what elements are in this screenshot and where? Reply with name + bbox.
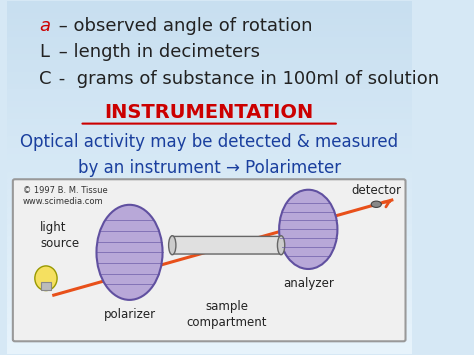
Bar bbox=[7, 236, 411, 242]
Text: analyzer: analyzer bbox=[283, 277, 334, 290]
Bar bbox=[7, 160, 411, 166]
Bar bbox=[7, 348, 411, 354]
Text: L: L bbox=[39, 43, 49, 61]
Text: light
source: light source bbox=[40, 221, 79, 250]
Bar bbox=[7, 184, 411, 189]
FancyBboxPatch shape bbox=[13, 179, 406, 341]
Bar bbox=[7, 54, 411, 60]
Bar bbox=[7, 31, 411, 37]
Bar bbox=[7, 101, 411, 107]
Bar bbox=[7, 154, 411, 160]
Bar bbox=[7, 219, 411, 224]
Ellipse shape bbox=[279, 190, 337, 269]
Text: polarizer: polarizer bbox=[103, 308, 155, 321]
Bar bbox=[7, 277, 411, 283]
Text: -  grams of substance in 100ml of solution: - grams of substance in 100ml of solutio… bbox=[54, 70, 439, 88]
Bar bbox=[7, 125, 411, 131]
Bar bbox=[7, 171, 411, 178]
Bar bbox=[7, 60, 411, 66]
Bar bbox=[7, 289, 411, 295]
Bar bbox=[7, 336, 411, 342]
Bar bbox=[7, 195, 411, 201]
Bar bbox=[7, 307, 411, 312]
Bar bbox=[7, 113, 411, 119]
Bar bbox=[7, 131, 411, 136]
Bar bbox=[7, 207, 411, 213]
Bar bbox=[7, 301, 411, 307]
Bar bbox=[7, 201, 411, 207]
Bar bbox=[7, 95, 411, 101]
Bar bbox=[7, 260, 411, 266]
Bar bbox=[7, 48, 411, 54]
Bar bbox=[7, 166, 411, 171]
Bar bbox=[7, 43, 411, 48]
Bar bbox=[7, 295, 411, 301]
Bar bbox=[7, 318, 411, 324]
Text: by an instrument → Polarimeter: by an instrument → Polarimeter bbox=[78, 159, 341, 177]
Bar bbox=[7, 213, 411, 219]
Bar bbox=[7, 266, 411, 272]
Text: – observed angle of rotation: – observed angle of rotation bbox=[54, 17, 313, 35]
Bar bbox=[7, 66, 411, 72]
Bar bbox=[7, 72, 411, 78]
Bar bbox=[7, 25, 411, 31]
Bar bbox=[7, 254, 411, 260]
Bar bbox=[7, 119, 411, 125]
Bar bbox=[7, 189, 411, 195]
Text: – length in decimeters: – length in decimeters bbox=[54, 43, 260, 61]
Bar bbox=[7, 224, 411, 230]
Text: Optical activity may be detected & measured: Optical activity may be detected & measu… bbox=[20, 133, 398, 151]
Text: sample
compartment: sample compartment bbox=[186, 300, 267, 329]
Bar bbox=[7, 78, 411, 83]
Bar bbox=[7, 324, 411, 330]
Bar bbox=[7, 342, 411, 348]
Bar bbox=[7, 272, 411, 277]
Bar bbox=[7, 330, 411, 336]
Bar bbox=[7, 83, 411, 89]
Bar bbox=[7, 37, 411, 43]
Bar bbox=[7, 248, 411, 254]
Bar bbox=[7, 136, 411, 142]
Ellipse shape bbox=[169, 236, 176, 255]
Bar bbox=[7, 1, 411, 7]
Bar bbox=[7, 13, 411, 19]
Ellipse shape bbox=[35, 266, 57, 290]
Bar bbox=[7, 230, 411, 236]
Bar bbox=[7, 89, 411, 95]
Bar bbox=[41, 283, 51, 290]
Ellipse shape bbox=[97, 205, 163, 300]
Ellipse shape bbox=[371, 201, 382, 207]
Text: C: C bbox=[39, 70, 52, 88]
Bar bbox=[7, 242, 411, 248]
Bar bbox=[7, 283, 411, 289]
Ellipse shape bbox=[277, 236, 285, 255]
Bar bbox=[7, 142, 411, 148]
Text: a: a bbox=[39, 17, 50, 35]
Bar bbox=[7, 312, 411, 318]
Bar bbox=[7, 19, 411, 25]
Text: detector: detector bbox=[351, 184, 401, 197]
FancyBboxPatch shape bbox=[171, 236, 283, 254]
Text: © 1997 B. M. Tissue
www.scimedia.com: © 1997 B. M. Tissue www.scimedia.com bbox=[23, 186, 108, 206]
Bar bbox=[7, 7, 411, 13]
Bar bbox=[7, 148, 411, 154]
Bar bbox=[7, 178, 411, 184]
Bar bbox=[7, 107, 411, 113]
Text: INSTRUMENTATION: INSTRUMENTATION bbox=[105, 103, 314, 122]
